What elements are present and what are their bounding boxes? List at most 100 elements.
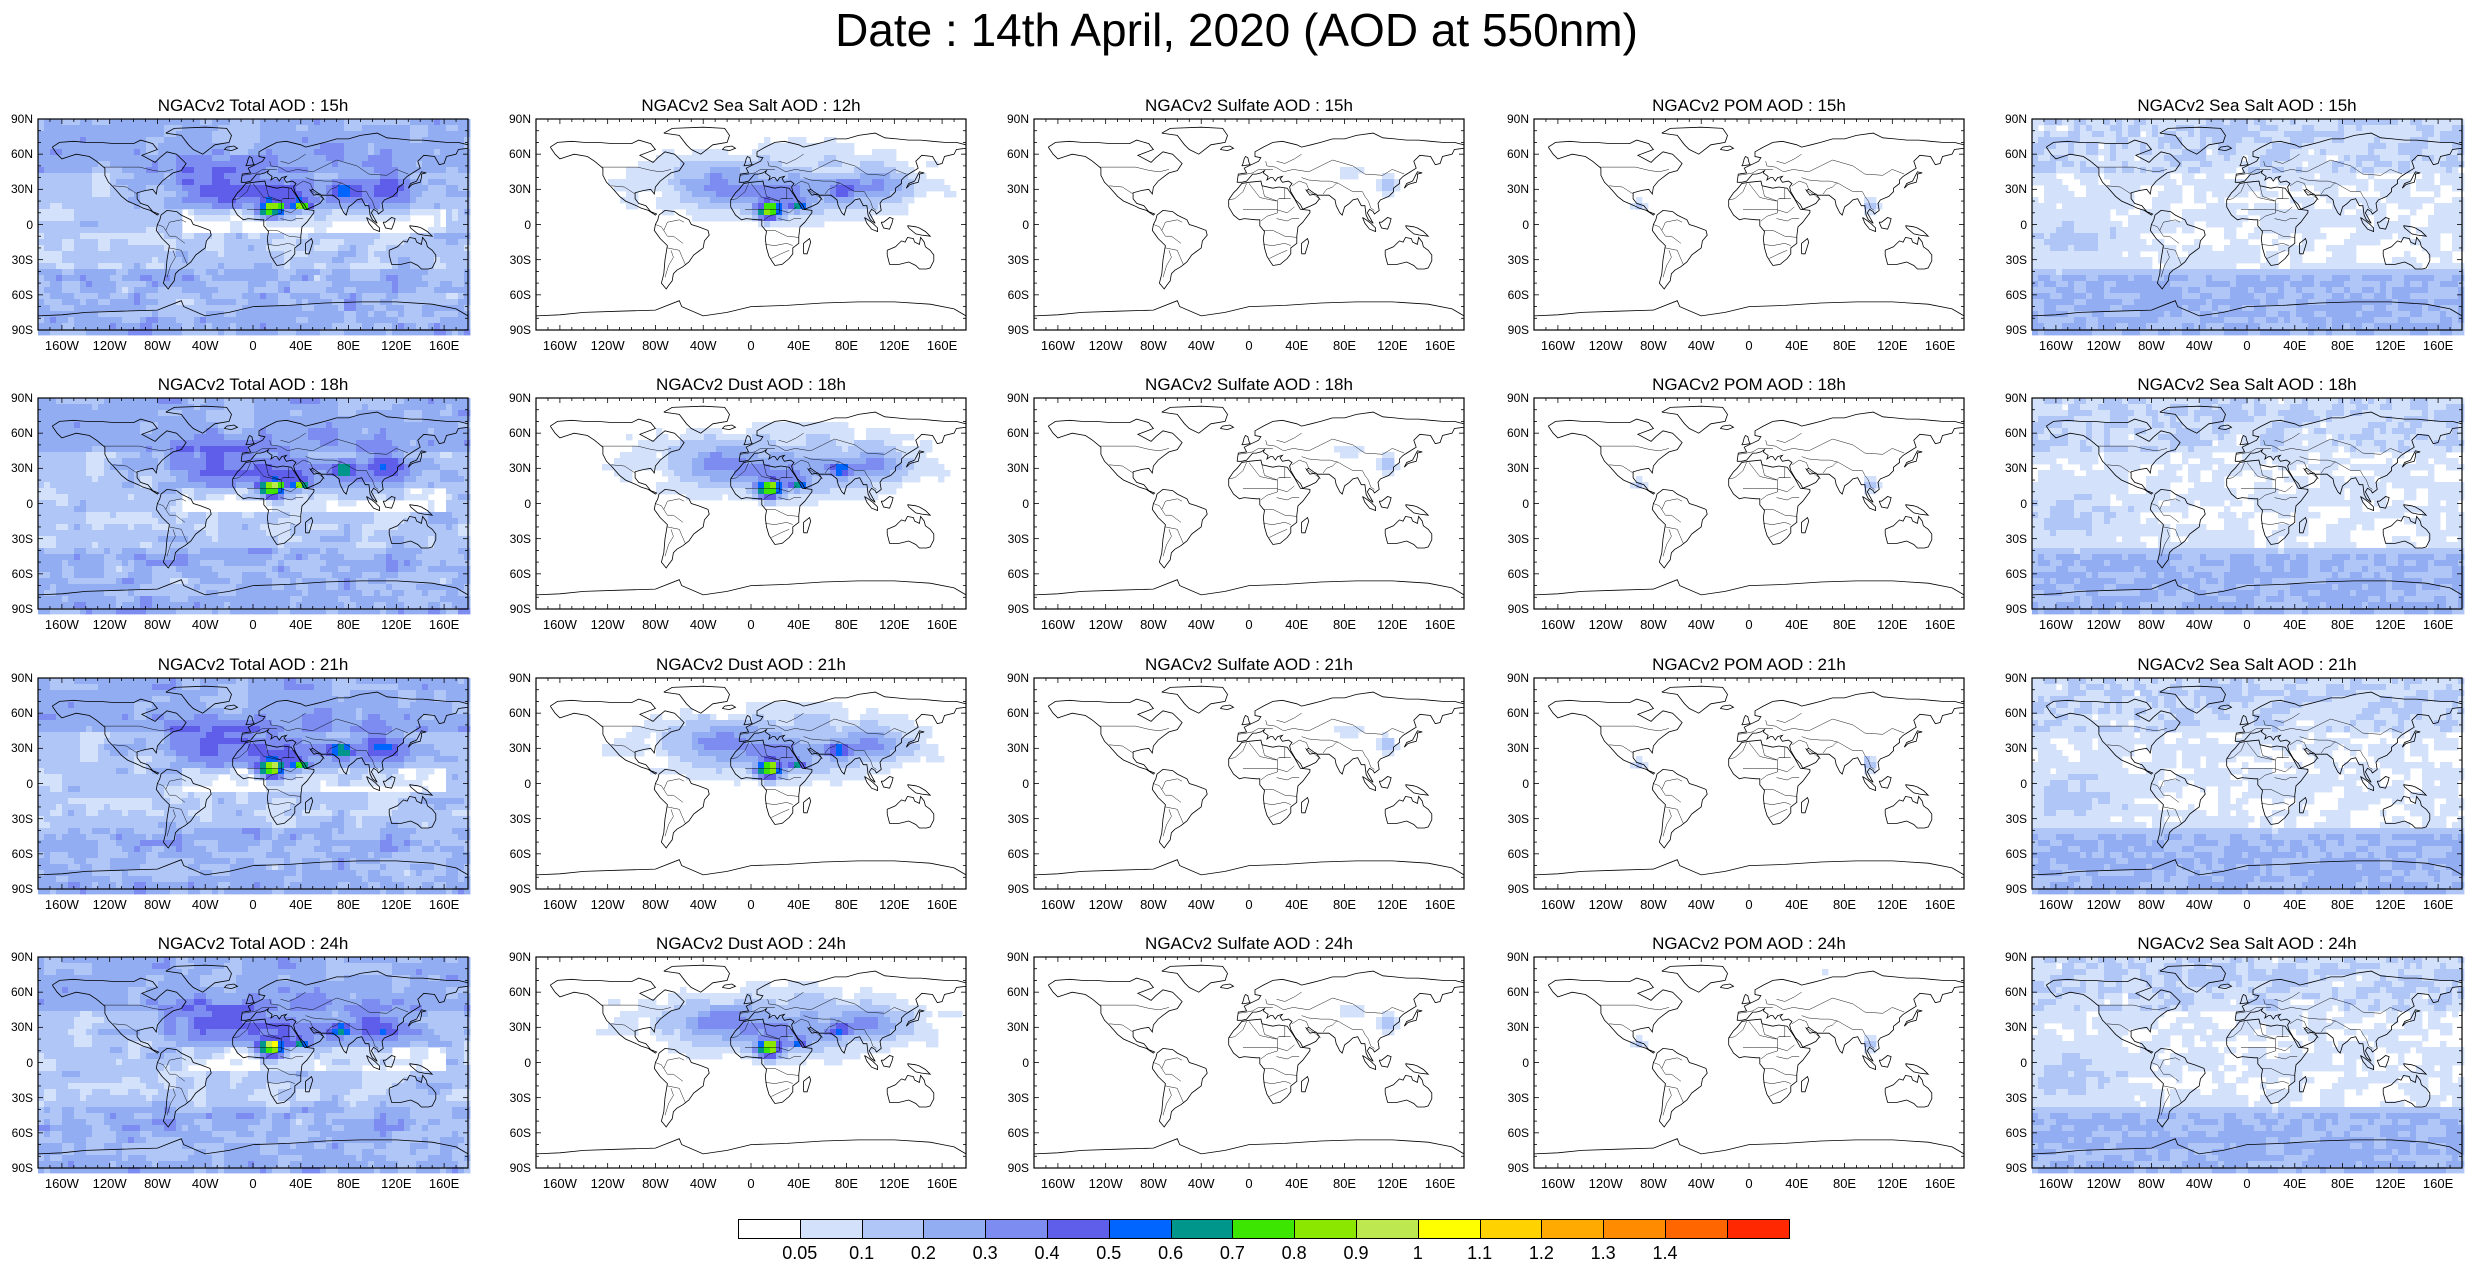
lon-tick-label: 160W [2031,339,2081,353]
lat-tick-label: 90S [1999,324,2027,336]
lat-tick-label: 30N [1999,1021,2027,1033]
lat-tick-label: 0 [5,219,33,231]
lat-tick-label: 90S [503,883,531,895]
colorbar-swatch [985,1219,1048,1239]
lon-tick-label: 0 [1724,618,1774,632]
world-map [1034,678,1464,889]
lat-tick-label: 90N [5,672,33,684]
lat-tick-label: 90S [1999,883,2027,895]
lon-tick-label: 40W [678,618,728,632]
lat-tick-label: 90N [1501,392,1529,404]
lon-tick-label: 80E [1320,618,1370,632]
lat-tick-label: 30N [1501,183,1529,195]
lat-tick-label: 60N [1501,707,1529,719]
lat-tick-label: 90N [1999,113,2027,125]
lat-tick-label: 60S [1001,848,1029,860]
lon-tick-label: 160E [419,618,469,632]
lat-tick-label: 0 [5,778,33,790]
lon-tick-label: 120E [1367,339,1417,353]
world-map [2032,957,2462,1168]
lat-tick-label: 60N [503,707,531,719]
lon-tick-label: 40W [678,1177,728,1191]
lat-tick-label: 30N [503,183,531,195]
lon-tick-label: 160W [37,898,87,912]
lon-tick-label: 120W [85,898,135,912]
lon-tick-label: 80E [324,618,374,632]
lon-tick-label: 0 [1724,898,1774,912]
lon-tick-label: 0 [1224,339,1274,353]
lon-tick-label: 160W [1033,1177,1083,1191]
colorbar-swatch [738,1219,801,1239]
lat-tick-label: 30S [1999,1092,2027,1104]
lat-tick-label: 30S [5,533,33,545]
lat-tick-label: 60N [1501,986,1529,998]
lon-tick-label: 80E [324,1177,374,1191]
lat-tick-label: 30N [1501,462,1529,474]
lat-tick-label: 60S [1001,1127,1029,1139]
lon-tick-label: 80E [1820,1177,1870,1191]
colorbar-swatch [1232,1219,1295,1239]
lat-tick-label: 30N [1999,462,2027,474]
lon-tick-label: 160W [37,339,87,353]
lat-tick-label: 30S [1001,533,1029,545]
colorbar-tick-label: 0.6 [1146,1243,1196,1263]
lon-tick-label: 40E [774,898,824,912]
lon-tick-label: 120E [869,618,919,632]
lon-tick-label: 160E [1915,1177,1965,1191]
lon-tick-label: 80W [1128,1177,1178,1191]
lon-tick-label: 120W [1581,618,1631,632]
lat-tick-label: 90N [1999,672,2027,684]
lon-tick-label: 40E [2270,339,2320,353]
lon-tick-label: 120W [583,898,633,912]
lon-tick-label: 40E [774,1177,824,1191]
lat-tick-label: 90S [503,1162,531,1174]
lat-tick-label: 30N [5,742,33,754]
lon-tick-label: 40W [1676,339,1726,353]
panel-title: NGACv2 Total AOD : 15h [38,96,468,116]
lat-tick-label: 30S [1501,254,1529,266]
colorbar-tick-label: 0.3 [960,1243,1010,1263]
lon-tick-label: 120W [2079,898,2129,912]
lat-tick-label: 30S [1501,813,1529,825]
lon-tick-label: 160W [1033,339,1083,353]
lon-tick-label: 80W [1128,339,1178,353]
colorbar-tick-label: 0.05 [775,1243,825,1263]
lon-tick-label: 160E [1415,618,1465,632]
lat-tick-label: 30S [5,254,33,266]
lat-tick-label: 90S [1501,324,1529,336]
world-map [2032,119,2462,330]
lon-tick-label: 80W [1628,898,1678,912]
lat-tick-label: 60S [1501,1127,1529,1139]
lon-tick-label: 40W [1676,618,1726,632]
lon-tick-label: 80E [822,898,872,912]
lat-tick-label: 60S [5,848,33,860]
world-map [1034,119,1464,330]
lon-tick-label: 40E [276,1177,326,1191]
lat-tick-label: 60S [1501,568,1529,580]
lon-tick-label: 80E [324,898,374,912]
lon-tick-label: 40E [2270,618,2320,632]
lat-tick-label: 30S [503,533,531,545]
lon-tick-label: 0 [1724,1177,1774,1191]
lat-tick-label: 60S [1001,289,1029,301]
lat-tick-label: 0 [5,1057,33,1069]
lon-tick-label: 120W [2079,1177,2129,1191]
lat-tick-label: 90N [5,392,33,404]
colorbar-swatch [1480,1219,1543,1239]
colorbar-swatch [1356,1219,1419,1239]
lat-tick-label: 30S [5,813,33,825]
lat-tick-label: 60N [1501,427,1529,439]
lon-tick-label: 80E [1320,339,1370,353]
lon-tick-label: 120E [2365,339,2415,353]
lon-tick-label: 40W [1176,618,1226,632]
lon-tick-label: 80E [1820,339,1870,353]
panel-title: NGACv2 Sea Salt AOD : 21h [2032,655,2462,675]
lon-tick-label: 160W [2031,898,2081,912]
lon-tick-label: 160E [1415,339,1465,353]
lat-tick-label: 30S [1999,533,2027,545]
